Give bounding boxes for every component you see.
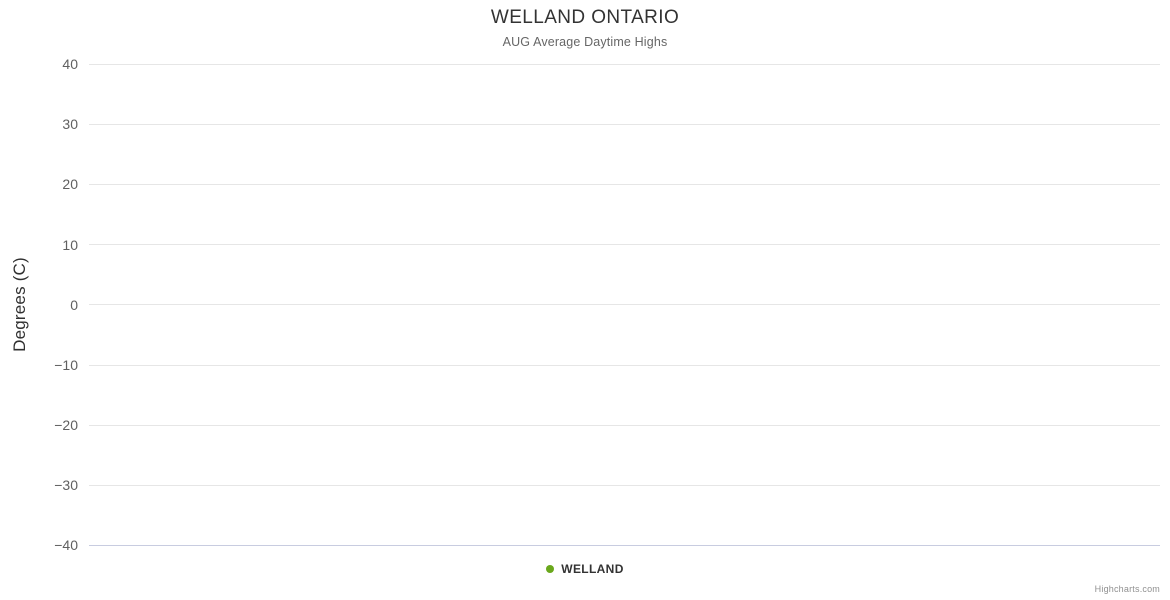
gridline-20 bbox=[89, 184, 1160, 185]
gridline-30 bbox=[89, 124, 1160, 125]
credits-link[interactable]: Highcharts.com bbox=[1094, 584, 1160, 594]
y-axis-tick-label: −20 bbox=[54, 417, 78, 433]
y-axis-tick-label: −30 bbox=[54, 477, 78, 493]
y-axis-tick-label: 30 bbox=[62, 116, 78, 132]
legend-item-label: WELLAND bbox=[561, 562, 624, 576]
chart-subtitle: AUG Average Daytime Highs bbox=[502, 35, 668, 49]
chart-title: WELLAND ONTARIO bbox=[490, 7, 680, 28]
legend-marker-circle-icon bbox=[546, 565, 555, 573]
legend-item-welland[interactable]: WELLAND bbox=[546, 562, 623, 576]
gridline-10 bbox=[89, 244, 1160, 245]
x-axis-line bbox=[89, 545, 1160, 546]
y-axis-tick-label: −10 bbox=[54, 357, 78, 373]
y-axis-title: Degrees (C) bbox=[10, 257, 29, 352]
gridline-minus30 bbox=[89, 485, 1160, 486]
legend: WELLAND bbox=[0, 562, 1170, 576]
gridline-minus20 bbox=[89, 425, 1160, 426]
gridline-40 bbox=[89, 64, 1160, 65]
y-axis-tick-label: 40 bbox=[62, 56, 78, 72]
series-layer bbox=[89, 64, 1160, 545]
gridline-minus10 bbox=[89, 365, 1160, 366]
y-axis-tick-label: 20 bbox=[62, 176, 78, 192]
y-axis-tick-label: 10 bbox=[62, 237, 78, 253]
y-axis-tick-label: −40 bbox=[54, 537, 78, 553]
plot-area bbox=[89, 64, 1160, 546]
y-axis-tick-label: 0 bbox=[70, 297, 78, 313]
gridline-0 bbox=[89, 304, 1160, 305]
